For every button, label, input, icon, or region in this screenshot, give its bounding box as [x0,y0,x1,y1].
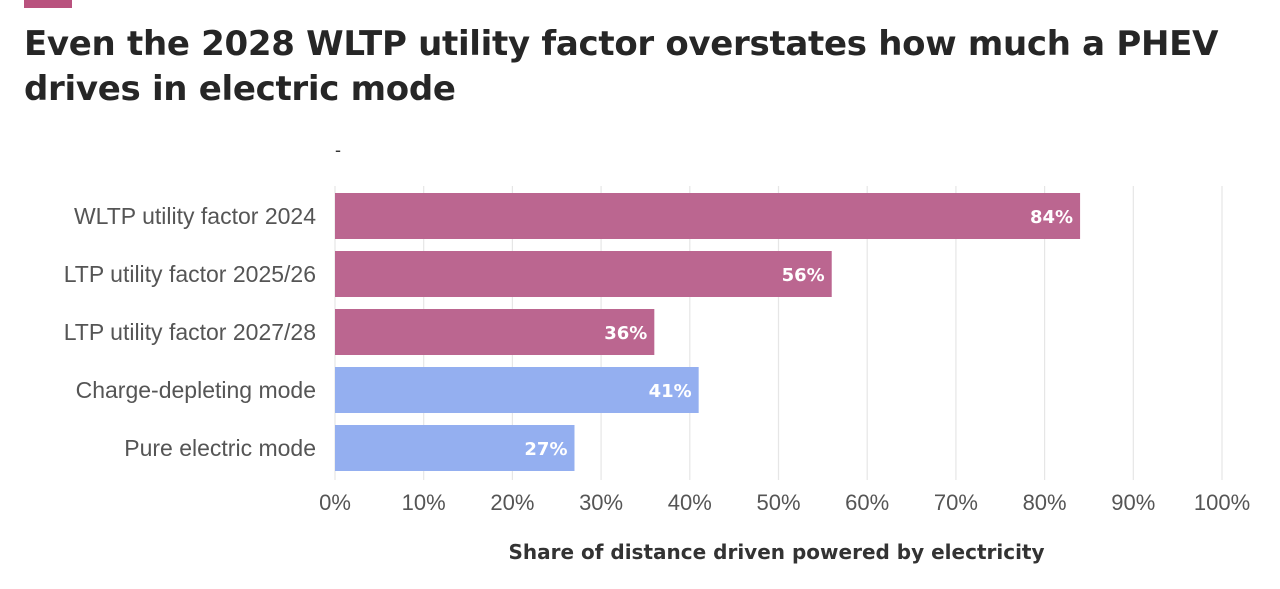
x-tick-label: 90% [1111,490,1155,515]
category-label: LTP utility factor 2025/26 [64,261,316,287]
bar [335,425,575,471]
x-tick-label: 40% [668,490,712,515]
x-tick-label: 70% [934,490,978,515]
bar-value-label: 36% [604,323,647,344]
bar-value-label: 41% [649,381,692,402]
bar [335,309,655,355]
category-label: WLTP utility factor 2024 [74,203,316,229]
x-tick-label: 0% [319,490,351,515]
accent-tab [24,0,72,8]
x-axis-title: Share of distance driven powered by elec… [508,540,1044,564]
x-tick-label: 100% [1194,490,1250,515]
bar-value-label: 84% [1030,207,1073,228]
category-labels: WLTP utility factor 2024 LTP utility fact… [64,203,317,461]
category-label: Charge-depleting mode [76,377,316,403]
x-tick-label: 30% [579,490,623,515]
chart-title: Even the 2028 WLTP utility factor overst… [24,24,1219,109]
bar-value-label: 27% [524,439,567,460]
bar [335,251,832,297]
x-tick-label: 50% [756,490,800,515]
bar [335,193,1081,239]
x-tick-label: 20% [490,490,534,515]
bar [335,367,699,413]
bar-value-label: 56% [782,265,825,286]
category-label: LTP utility factor 2027/28 [64,319,316,345]
x-tick-label: 80% [1023,490,1067,515]
bars: 84% 56% 36% 41% 27% [335,193,1081,471]
category-label: Pure electric mode [124,435,316,461]
x-tick-label: 10% [402,490,446,515]
x-tick-labels: 0% 10% 20% 30% 40% 50% 60% 70% 80% 90% 100% [319,490,1250,515]
marker-dash: - [335,140,341,160]
x-tick-label: 60% [845,490,889,515]
